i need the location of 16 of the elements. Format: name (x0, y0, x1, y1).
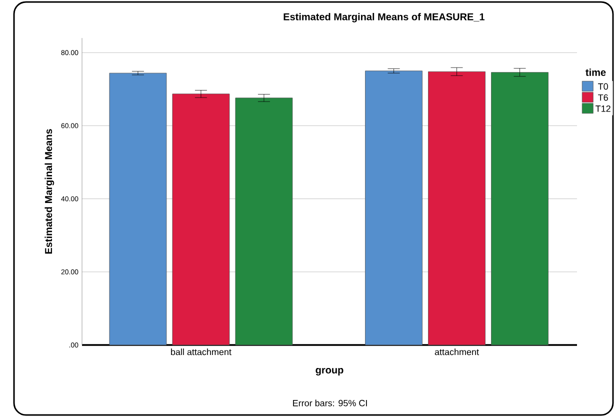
chart-title: Estimated Marginal Means of MEASURE_1 (284, 12, 485, 22)
bar (365, 70, 422, 346)
y-axis-title: Estimated Marginal Means (44, 129, 54, 254)
legend-label: T12 (596, 105, 610, 112)
text: Error bars: 95% CI (293, 400, 367, 406)
legend-label: T0 (598, 83, 608, 90)
legend-title: time (586, 68, 606, 76)
bar (172, 94, 230, 346)
x-tick-label: attachment (434, 348, 479, 356)
legend-label: T6 (598, 94, 608, 101)
bar (109, 72, 167, 346)
x-axis-title: group (316, 368, 344, 376)
bar (235, 98, 293, 346)
x-tick-label: ball attachment (171, 348, 232, 356)
bar (491, 72, 548, 346)
bar (428, 71, 486, 346)
